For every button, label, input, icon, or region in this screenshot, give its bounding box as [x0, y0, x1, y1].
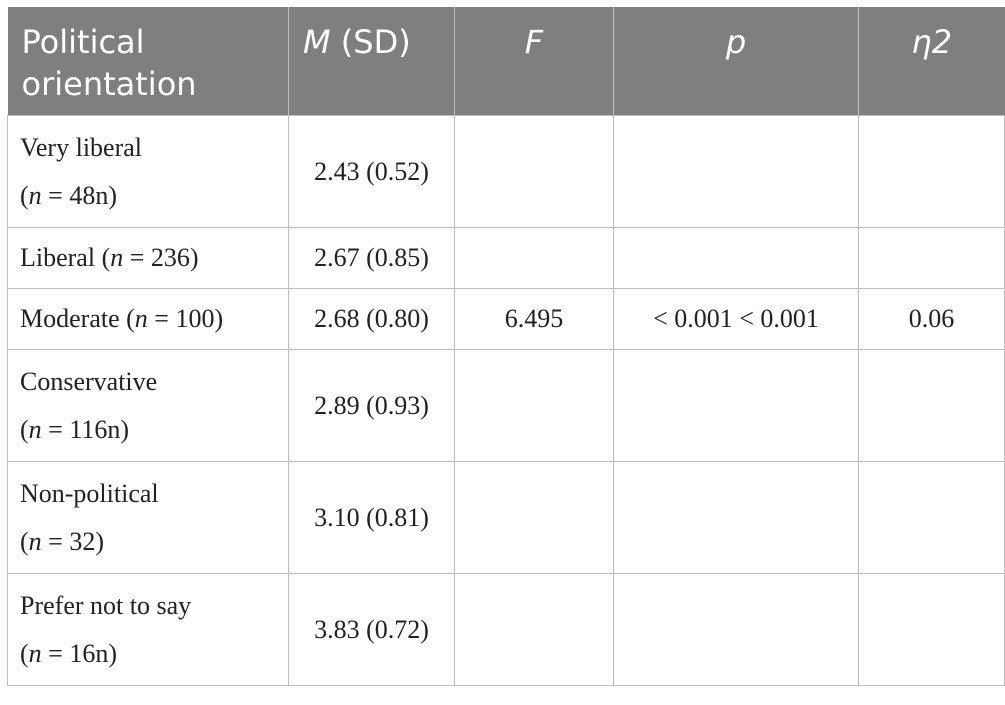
row-label-text: Conservative [20, 366, 158, 396]
row-label-text: Moderate ( [20, 304, 135, 333]
table-row: Non-political (n = 32) 3.10 (0.81) [7, 461, 1005, 574]
cell-eta [858, 227, 1005, 289]
row-n-value: = 236) [123, 243, 199, 272]
row-n-open: ( [20, 526, 29, 556]
row-label: Non-political (n = 32) [7, 461, 289, 574]
cell-f [454, 349, 614, 462]
row-n: (n = 48n) [20, 172, 276, 220]
row-n-var: n [28, 526, 42, 556]
row-n-value: = 32) [41, 526, 104, 556]
header-political-orientation: Political orientation [7, 7, 289, 116]
anova-table: Political orientation M (SD) F p η2 Very… [7, 7, 1005, 686]
cell-p [613, 461, 859, 574]
cell-eta [858, 115, 1005, 228]
row-label-text: Very liberal [20, 132, 143, 162]
row-n-value: = 16n) [41, 638, 117, 668]
cell-f [454, 227, 614, 289]
cell-mean-sd: 2.67 (0.85) [288, 227, 455, 289]
header-eta-symbol: η2 [911, 23, 953, 61]
row-n: (n = 32) [20, 518, 276, 566]
row-label: Very liberal (n = 48n) [7, 115, 289, 228]
header-sd-text: (SD) [330, 23, 411, 61]
row-label: Conservative (n = 116n) [7, 349, 289, 462]
table-row: Prefer not to say (n = 16n) 3.83 (0.72) [7, 573, 1005, 686]
cell-eta [858, 349, 1005, 462]
row-n-open: ( [20, 638, 29, 668]
row-n-var: n [28, 180, 42, 210]
row-label-text: Liberal ( [20, 243, 111, 272]
row-n-var: n [110, 243, 124, 272]
cell-mean-sd: 2.43 (0.52) [288, 115, 455, 228]
row-n: (n = 116n) [20, 406, 276, 454]
cell-f [454, 115, 614, 228]
row-n-open: ( [20, 180, 29, 210]
cell-f [454, 461, 614, 574]
header-mean-symbol: M [303, 23, 331, 61]
cell-p [613, 115, 859, 228]
header-row: Political orientation M (SD) F p η2 [7, 7, 1005, 116]
row-label-text: Prefer not to say [20, 590, 192, 620]
cell-eta [858, 573, 1005, 686]
row-n-var: n [134, 304, 148, 333]
row-n-var: n [28, 638, 42, 668]
table-row: Conservative (n = 116n) 2.89 (0.93) [7, 349, 1005, 462]
row-n-var: n [28, 414, 42, 444]
cell-p [613, 573, 859, 686]
row-n-value: = 100) [147, 304, 224, 333]
header-mean-sd: M (SD) [288, 7, 455, 116]
cell-eta: 0.06 [858, 288, 1005, 350]
cell-f [454, 573, 614, 686]
cell-mean-sd: 2.68 (0.80) [288, 288, 455, 350]
cell-mean-sd: 3.10 (0.81) [288, 461, 455, 574]
cell-mean-sd: 2.89 (0.93) [288, 349, 455, 462]
header-f-symbol: F [524, 23, 544, 61]
header-p-symbol: p [725, 23, 747, 61]
cell-eta [858, 461, 1005, 574]
header-f: F [454, 7, 614, 116]
row-n-value: = 116n) [41, 414, 130, 444]
cell-p [613, 349, 859, 462]
row-n-open: ( [20, 414, 29, 444]
table-row: Liberal (n = 236) 2.67 (0.85) [7, 227, 1005, 289]
cell-f: 6.495 [454, 288, 614, 350]
row-n-value: = 48n) [41, 180, 117, 210]
table-row: Moderate (n = 100) 2.68 (0.80) 6.495 < 0… [7, 288, 1005, 350]
row-label-text: Non-political [20, 478, 159, 508]
cell-p: < 0.001 < 0.001 [613, 288, 859, 350]
row-n: (n = 16n) [20, 630, 276, 678]
row-label: Moderate (n = 100) [7, 288, 289, 350]
table-row: Very liberal (n = 48n) 2.43 (0.52) [7, 115, 1005, 228]
header-eta: η2 [858, 7, 1005, 116]
cell-mean-sd: 3.83 (0.72) [288, 573, 455, 686]
header-p: p [613, 7, 859, 116]
cell-p [613, 227, 859, 289]
row-label: Prefer not to say (n = 16n) [7, 573, 289, 686]
row-label: Liberal (n = 236) [7, 227, 289, 289]
